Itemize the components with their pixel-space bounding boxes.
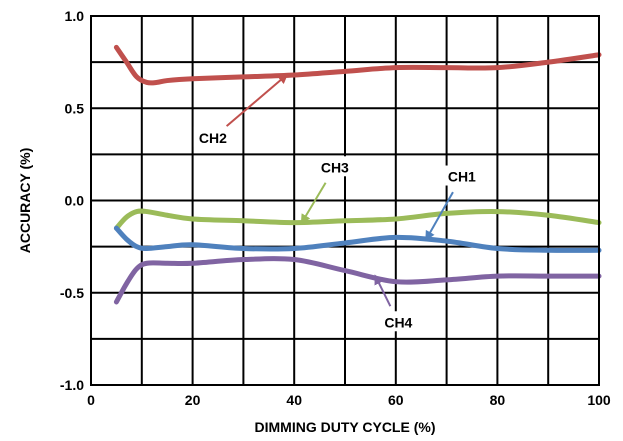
x-tick-label: 100 [587, 392, 611, 408]
y-axis-label: ACCURACY (%) [17, 148, 33, 254]
series-label-ch2: CH2 [199, 130, 227, 146]
x-tick-label: 40 [286, 392, 302, 408]
x-tick-label: 20 [185, 392, 201, 408]
series-layer [116, 47, 599, 302]
series-line-ch2 [116, 47, 599, 83]
annotation-arrow-ch3 [302, 183, 326, 223]
series-label-ch4: CH4 [384, 314, 412, 330]
x-axis-label: DIMMING DUTY CYCLE (%) [255, 419, 436, 435]
series-line-ch3 [116, 211, 599, 228]
x-tick-label: 60 [388, 392, 404, 408]
x-tick-label: 0 [87, 392, 95, 408]
y-tick-label: -1.0 [60, 377, 84, 393]
y-tick-label: 0.5 [65, 100, 85, 116]
series-label-ch3: CH3 [321, 159, 349, 175]
series-line-ch4 [116, 259, 599, 302]
annotation-arrow-ch2 [227, 75, 287, 126]
y-tick-label: -0.5 [60, 285, 84, 301]
y-tick-label: 0.0 [65, 193, 85, 209]
series-label-ch1: CH1 [448, 169, 476, 185]
x-tick-label: 80 [490, 392, 506, 408]
y-tick-label: 1.0 [65, 8, 85, 24]
